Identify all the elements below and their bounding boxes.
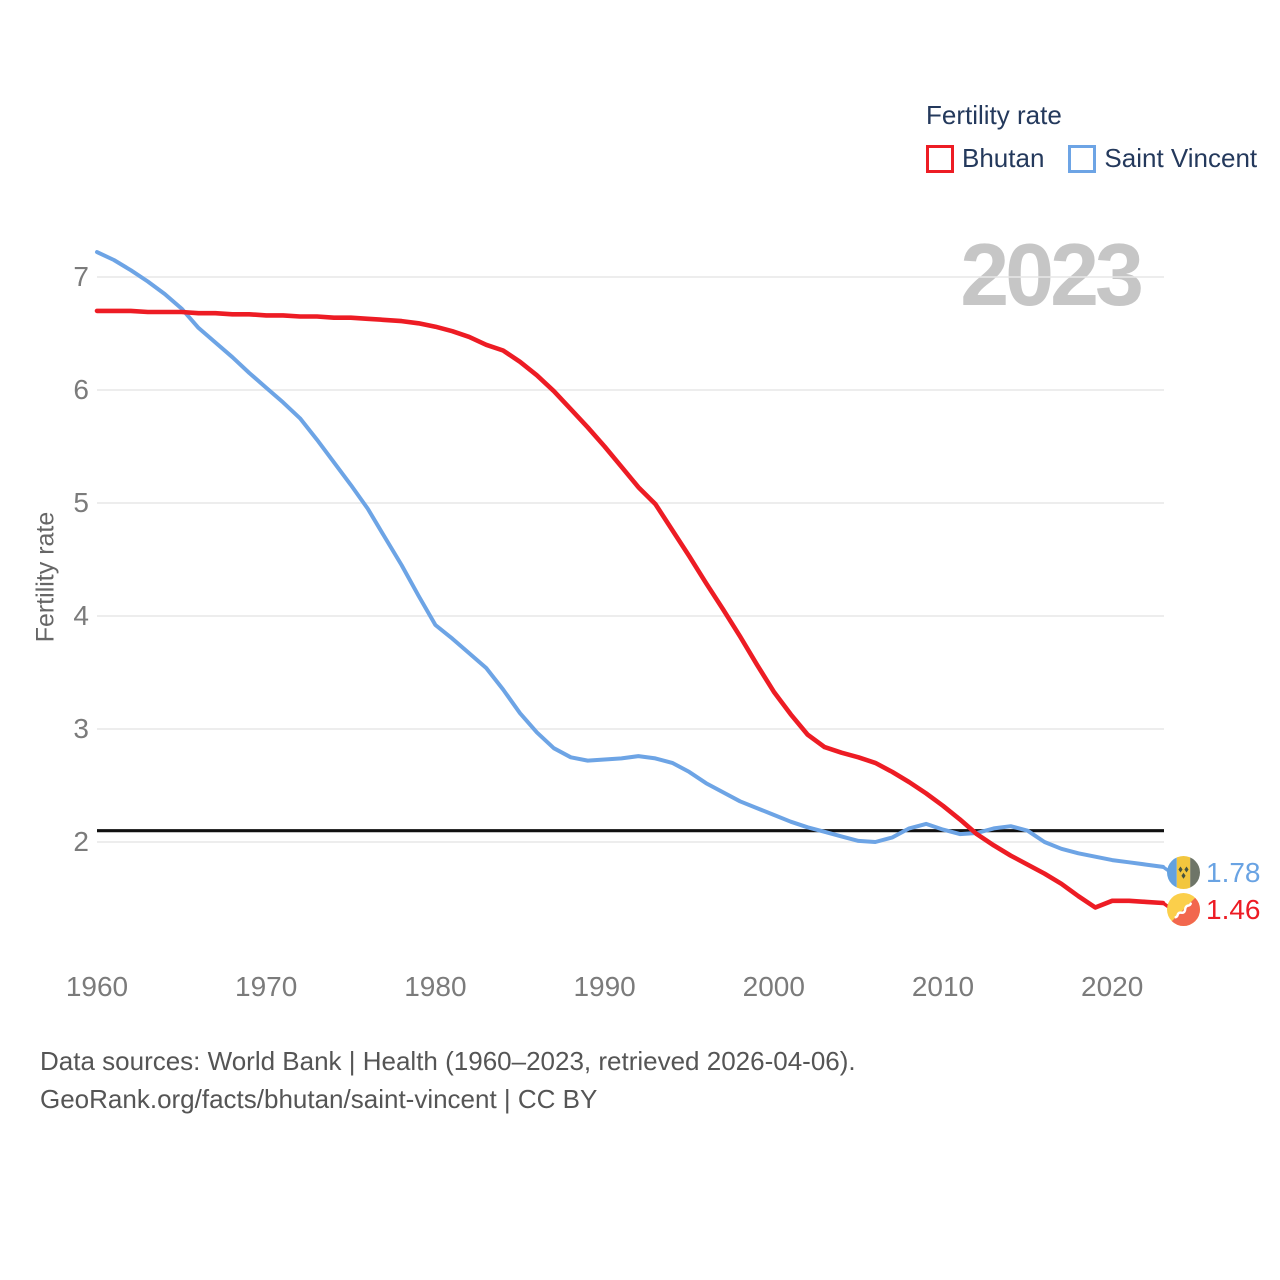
legend-items: Bhutan Saint Vincent <box>926 143 1257 174</box>
y-tick-label: 4 <box>73 600 89 631</box>
x-tick-label: 2010 <box>911 971 975 1002</box>
y-tick-label: 2 <box>73 826 89 857</box>
bhutan-end-value: 1.46 <box>1206 893 1261 925</box>
saint-vincent-color-swatch <box>1068 144 1097 173</box>
data-sources-text: Data sources: World Bank | Health (1960–… <box>40 1046 856 1076</box>
legend-title: Fertility rate <box>926 100 1062 130</box>
legend: Fertility rate Bhutan Saint Vincent <box>926 100 1257 174</box>
x-tick-label: 1960 <box>65 971 129 1002</box>
legend-item-saint-vincent[interactable]: Saint Vincent <box>1068 143 1257 174</box>
y-tick-label: 3 <box>73 713 89 744</box>
series-line-saint-vincent[interactable] <box>95 250 1165 869</box>
x-tick-label: 1990 <box>573 971 636 1002</box>
x-tick-label: 1970 <box>235 971 298 1002</box>
x-tick-label: 1980 <box>404 971 467 1002</box>
legend-label-bhutan: Bhutan <box>962 143 1045 173</box>
y-tick-label: 5 <box>73 487 89 518</box>
saint-vincent-flag-icon <box>1167 856 1200 889</box>
y-tick-label: 6 <box>73 374 89 405</box>
saint-vincent-end-value: 1.78 <box>1206 856 1261 888</box>
series-line-bhutan[interactable] <box>94 308 1166 910</box>
legend-label-saint-vincent: Saint Vincent <box>1104 143 1258 173</box>
year-watermark: 2023 <box>960 225 1144 324</box>
bhutan-color-swatch <box>926 144 954 173</box>
y-tick-label: 7 <box>73 261 89 292</box>
bhutan-flag-icon <box>1167 893 1200 926</box>
attribution-text: GeoRank.org/facts/bhutan/saint-vincent |… <box>40 1084 598 1114</box>
x-tick-label: 2020 <box>1081 971 1144 1002</box>
legend-item-bhutan[interactable]: Bhutan <box>926 143 1044 174</box>
end-label-saint-vincent: 1.78 <box>1167 856 1261 889</box>
x-tick-label: 2000 <box>742 971 805 1002</box>
end-label-bhutan: 1.46 <box>1167 893 1261 926</box>
